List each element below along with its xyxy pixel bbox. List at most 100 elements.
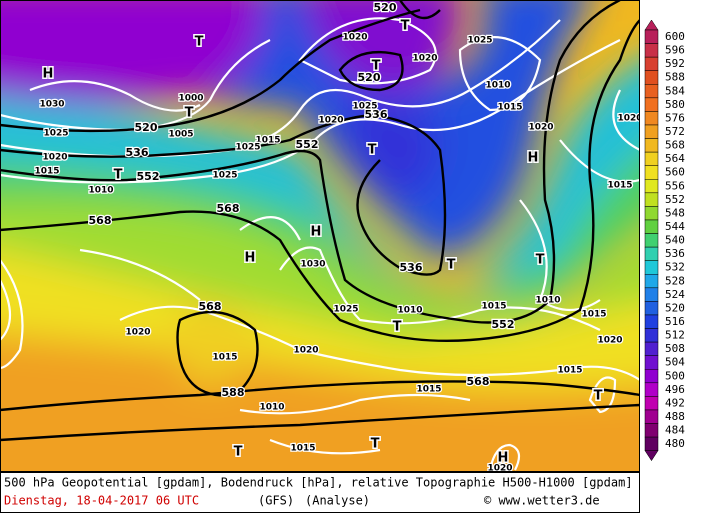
geopotential-label: 568 <box>199 300 222 313</box>
pressure-label: 1030 <box>39 100 64 110</box>
colorbar-swatch <box>644 355 659 370</box>
colorbar-swatch <box>644 138 659 153</box>
geopotential-label: 588 <box>222 386 245 399</box>
pressure-label: 1015 <box>416 385 441 395</box>
colorbar-label: 600 <box>665 30 685 43</box>
pressure-label: 1015 <box>34 167 59 177</box>
pressure-label: 1015 <box>581 310 606 320</box>
pressure-label: 1020 <box>293 346 318 356</box>
colorbar-label: 580 <box>665 98 685 111</box>
map-frame <box>0 0 640 472</box>
colorbar-label: 488 <box>665 410 685 423</box>
map-labels: 1030 1025 1020 1015 1010 1005 1000 1020 1020 1025… <box>33 0 642 474</box>
colorbar-swatch <box>644 423 659 438</box>
colorbar-swatch <box>644 246 659 261</box>
colorbar-label: 560 <box>665 166 685 179</box>
pressure-label: 1020 <box>342 33 367 43</box>
colorbar-label: 508 <box>665 342 685 355</box>
isobars <box>0 17 640 471</box>
colorbar-label: 592 <box>665 57 685 70</box>
footer-date: Dienstag, 18-04-2017 06 UTC <box>4 494 199 508</box>
colorbar-swatch <box>644 84 659 99</box>
pressure-label: 1015 <box>557 366 582 376</box>
colorbar-arrow <box>644 450 659 462</box>
pressure-center: T <box>594 389 603 404</box>
pressure-center: T <box>372 59 381 74</box>
pressure-label: 1015 <box>497 103 522 113</box>
colorbar-label: 548 <box>665 206 685 219</box>
footer-box <box>0 472 640 513</box>
colorbar-label: 520 <box>665 301 685 314</box>
pressure-label: 1015 <box>290 444 315 454</box>
colorbar-label: 572 <box>665 125 685 138</box>
pressure-label: 1020 <box>487 464 512 474</box>
colorbar-swatch <box>644 274 659 289</box>
colorbar-label: 512 <box>665 329 685 342</box>
geopotential-label: 552 <box>492 318 515 331</box>
colorbar-swatch <box>644 70 659 85</box>
colorbar-swatch <box>644 341 659 356</box>
colorbar-label: 556 <box>665 179 685 192</box>
pressure-center: H <box>245 251 256 266</box>
colorbar-label: 496 <box>665 383 685 396</box>
colorbar-swatch <box>644 29 659 44</box>
pressure-label: 1025 <box>235 143 260 153</box>
colorbar-label: 524 <box>665 288 685 301</box>
pressure-label: 1005 <box>168 130 193 140</box>
pressure-label: 1015 <box>255 136 280 146</box>
pressure-label: 1010 <box>485 81 510 91</box>
colorbar-swatch <box>644 179 659 194</box>
pressure-label: 1020 <box>125 328 150 338</box>
pressure-center: T <box>401 19 410 34</box>
pressure-center: T <box>185 106 194 121</box>
colorbar-label: 536 <box>665 247 685 260</box>
pressure-label: 1015 <box>481 302 506 312</box>
colorbar-label: 480 <box>665 437 685 450</box>
colorbar-swatch <box>644 192 659 207</box>
pressure-label: 1020 <box>42 153 67 163</box>
colorbar-label: 544 <box>665 220 685 233</box>
pressure-center: T <box>234 445 243 460</box>
colorbar-swatch <box>644 233 659 248</box>
colorbar-swatch <box>644 151 659 166</box>
colorbar-swatch <box>644 43 659 58</box>
pressure-center: T <box>393 320 402 335</box>
colorbar-label: 576 <box>665 111 685 124</box>
geopotential-label: 536 <box>400 261 423 274</box>
pressure-label: 1025 <box>333 305 358 315</box>
geopotential-label: 520 <box>374 1 397 14</box>
geopotential-label: 568 <box>467 375 490 388</box>
colorbar-swatch <box>644 56 659 71</box>
colorbar-swatch <box>644 436 659 451</box>
geopotential-label: 536 <box>126 146 149 159</box>
colorbar-label: 596 <box>665 44 685 57</box>
colorbar: 6005965925885845805765725685645605565525… <box>644 19 685 462</box>
footer-description: 500 hPa Geopotential [gpdam], Bodendruck… <box>4 476 633 490</box>
geopotential-label: 568 <box>89 214 112 227</box>
geopotential-label: 520 <box>358 71 381 84</box>
pressure-center: T <box>195 35 204 50</box>
pressure-label: 1025 <box>212 171 237 181</box>
colorbar-swatch <box>644 97 659 112</box>
colorbar-label: 532 <box>665 261 685 274</box>
pressure-label: 1020 <box>617 114 642 124</box>
colorbar-label: 492 <box>665 396 685 409</box>
colorbar-label: 588 <box>665 71 685 84</box>
pressure-label: 1010 <box>259 403 284 413</box>
pressure-label: 1015 <box>607 181 632 191</box>
pressure-label: 1010 <box>88 186 113 196</box>
pressure-center: T <box>536 253 545 268</box>
pressure-label: 1025 <box>467 36 492 46</box>
colorbar-swatch <box>644 382 659 397</box>
colorbar-swatch <box>644 409 659 424</box>
colorbar-swatch <box>644 124 659 139</box>
geopotential-contours <box>0 0 640 442</box>
pressure-label: 1025 <box>43 129 68 139</box>
colorbar-label: 484 <box>665 424 685 437</box>
colorbar-swatch <box>644 314 659 329</box>
colorbar-label: 564 <box>665 152 685 165</box>
pressure-label: 1025 <box>352 102 377 112</box>
colorbar-swatch <box>644 206 659 221</box>
